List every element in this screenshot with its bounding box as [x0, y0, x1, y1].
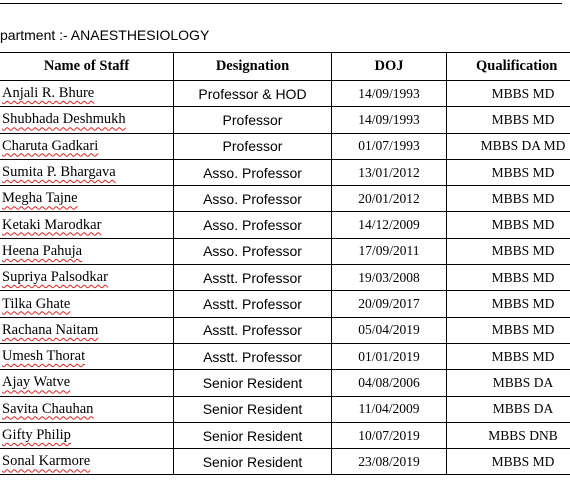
- table-cell: 14/09/1993: [331, 79, 447, 108]
- table-cell: Ajay Watve: [0, 369, 174, 397]
- column-header: Qualification: [446, 52, 570, 81]
- table-cell: MBBS MD: [446, 290, 570, 318]
- table-cell: Megha Tajne: [0, 185, 174, 213]
- table-cell: MBBS MD: [446, 185, 570, 213]
- table-row: Tilka Ghate Asstt. Professor 20/09/2017 MBB…: [0, 290, 570, 318]
- table-cell: MBBS DNB: [446, 421, 570, 450]
- staff-name: Rachana Naitam: [2, 321, 99, 338]
- table-cell: Ketaki Marodkar: [0, 211, 174, 239]
- table-cell: Professor: [173, 132, 332, 160]
- table-cell: Tilka Ghate: [0, 290, 174, 318]
- table-cell: 23/08/2019: [331, 448, 447, 476]
- table-row: Supriya Palsodkar Asstt. Professor 19/03/2…: [0, 264, 570, 292]
- table-cell: Asso. Professor: [173, 158, 332, 187]
- staff-name: Tilka Ghate: [2, 295, 71, 312]
- staff-name: Ketaki Marodkar: [2, 216, 102, 233]
- table-cell: Umesh Thorat: [0, 342, 174, 371]
- table-row: Charuta Gadkari Professor 01/07/1993 MBBS D…: [0, 132, 570, 160]
- table-cell: 01/01/2019: [331, 342, 447, 371]
- table-cell: 14/09/1993: [331, 106, 447, 134]
- table-cell: MBBS MD: [446, 237, 570, 266]
- staff-name: Charuta Gadkari: [2, 137, 99, 154]
- staff-name: Ajay Watve: [2, 374, 71, 391]
- table-cell: Sonal Karmore: [0, 448, 174, 476]
- table-row: Sonal Karmore Senior Resident 23/08/2019 MB…: [0, 448, 570, 476]
- table-cell: Anjali R. Bhure: [0, 79, 174, 108]
- staff-name: Anjali R. Bhure: [2, 85, 95, 102]
- table-row: Gifty Philip Senior Resident 10/07/2019 MBB…: [0, 421, 570, 450]
- column-header: DOJ: [331, 52, 447, 81]
- table-cell: Senior Resident: [173, 448, 332, 476]
- table-row: Heena Pahuja Asso. Professor 17/09/2011 MBB…: [0, 237, 570, 266]
- table-cell: 01/07/1993: [331, 132, 447, 160]
- rule: [0, 3, 562, 4]
- table-cell: MBBS MD: [446, 158, 570, 187]
- table-cell: MBBS DA: [446, 369, 570, 397]
- table-row: Sumita P. Bhargava Asso. Professor 13/01/2…: [0, 158, 570, 187]
- staff-name: Megha Tajne: [2, 190, 78, 207]
- table-cell: 11/04/2009: [331, 395, 447, 423]
- department-title: partment :- ANAESTHESIOLOGY: [0, 27, 210, 43]
- table-cell: Asso. Professor: [173, 185, 332, 213]
- table-cell: Asso. Professor: [173, 237, 332, 266]
- staff-name: Sumita P. Bhargava: [2, 164, 116, 181]
- table-row: Rachana Naitam Asstt. Professor 05/04/2019…: [0, 316, 570, 344]
- table-cell: 13/01/2012: [331, 158, 447, 187]
- table-cell: 19/03/2008: [331, 264, 447, 292]
- table-cell: Charuta Gadkari: [0, 132, 174, 160]
- table-cell: Senior Resident: [173, 421, 332, 450]
- table-cell: 17/09/2011: [331, 237, 447, 266]
- table-cell: Asstt. Professor: [173, 290, 332, 318]
- header-row: Name of Staff Designation DOJ Qualification: [0, 52, 570, 81]
- table-cell: MBBS MD: [446, 106, 570, 134]
- table-cell: Senior Resident: [173, 369, 332, 397]
- table-cell: 10/07/2019: [331, 421, 447, 450]
- table-cell: 04/08/2006: [331, 369, 447, 397]
- table-row: Savita Chauhan Senior Resident 11/04/2009 M…: [0, 395, 570, 423]
- table-row: Ketaki Marodkar Asso. Professor 14/12/2009…: [0, 211, 570, 239]
- table-cell: MBBS MD: [446, 79, 570, 108]
- table-cell: 20/01/2012: [331, 185, 447, 213]
- staff-name: Heena Pahuja: [2, 242, 83, 259]
- table-cell: Asso. Professor: [173, 211, 332, 239]
- table-cell: Heena Pahuja: [0, 237, 174, 266]
- staff-name: Sonal Karmore: [2, 453, 91, 470]
- table-cell: Asstt. Professor: [173, 342, 332, 371]
- table-cell: Asstt. Professor: [173, 316, 332, 344]
- table-cell: 20/09/2017: [331, 290, 447, 318]
- table-cell: MBBS MD: [446, 211, 570, 239]
- column-header: Name of Staff: [0, 52, 174, 81]
- table-cell: Savita Chauhan: [0, 395, 174, 423]
- staff-name: Savita Chauhan: [2, 400, 94, 417]
- staff-name: Shubhada Deshmukh: [2, 111, 126, 128]
- column-header: Designation: [173, 52, 332, 81]
- table-row: Megha Tajne Asso. Professor 20/01/2012 MBBS…: [0, 185, 570, 213]
- table-cell: MBBS MD: [446, 448, 570, 476]
- staff-name: Gifty Philip: [2, 427, 71, 443]
- table-cell: MBBS DA MD: [446, 132, 570, 160]
- staff-name: Supriya Palsodkar: [2, 269, 108, 286]
- table-row: Ajay Watve Senior Resident 04/08/2006 MBBS …: [0, 369, 570, 397]
- table-cell: Senior Resident: [173, 395, 332, 423]
- table-cell: 14/12/2009: [331, 211, 447, 239]
- table-cell: MBBS MD: [446, 316, 570, 344]
- table-row: Umesh Thorat Asstt. Professor 01/01/2019 MB…: [0, 342, 570, 371]
- table-cell: MBBS MD: [446, 342, 570, 371]
- table-row: Shubhada Deshmukh Professor 14/09/1993 MBBS…: [0, 106, 570, 134]
- table-cell: Gifty Philip: [0, 421, 174, 450]
- table-cell: Professor & HOD: [173, 79, 332, 108]
- table-cell: Asstt. Professor: [173, 264, 332, 292]
- table-cell: MBBS DA: [446, 395, 570, 423]
- table-cell: Professor: [173, 106, 332, 134]
- table-cell: Shubhada Deshmukh: [0, 106, 174, 134]
- table-row: Anjali R. Bhure Professor & HOD 14/09/1993…: [0, 79, 570, 108]
- staff-name: Umesh Thorat: [2, 348, 86, 365]
- table-cell: 05/04/2019: [331, 316, 447, 344]
- table-cell: Rachana Naitam: [0, 316, 174, 344]
- table-cell: Sumita P. Bhargava: [0, 158, 174, 187]
- staff-table: Name of Staff Designation DOJ Qualification…: [0, 52, 570, 476]
- table-cell: MBBS MD: [446, 264, 570, 292]
- table-cell: Supriya Palsodkar: [0, 264, 174, 292]
